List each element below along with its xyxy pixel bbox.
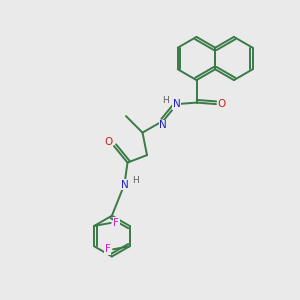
Text: O: O — [217, 99, 226, 109]
Text: N: N — [121, 180, 129, 190]
Text: N: N — [173, 99, 181, 109]
Text: H: H — [162, 96, 169, 105]
Text: H: H — [133, 176, 139, 185]
Text: N: N — [159, 120, 167, 130]
Text: F: F — [113, 218, 119, 228]
Text: F: F — [105, 244, 111, 254]
Text: O: O — [104, 136, 113, 147]
